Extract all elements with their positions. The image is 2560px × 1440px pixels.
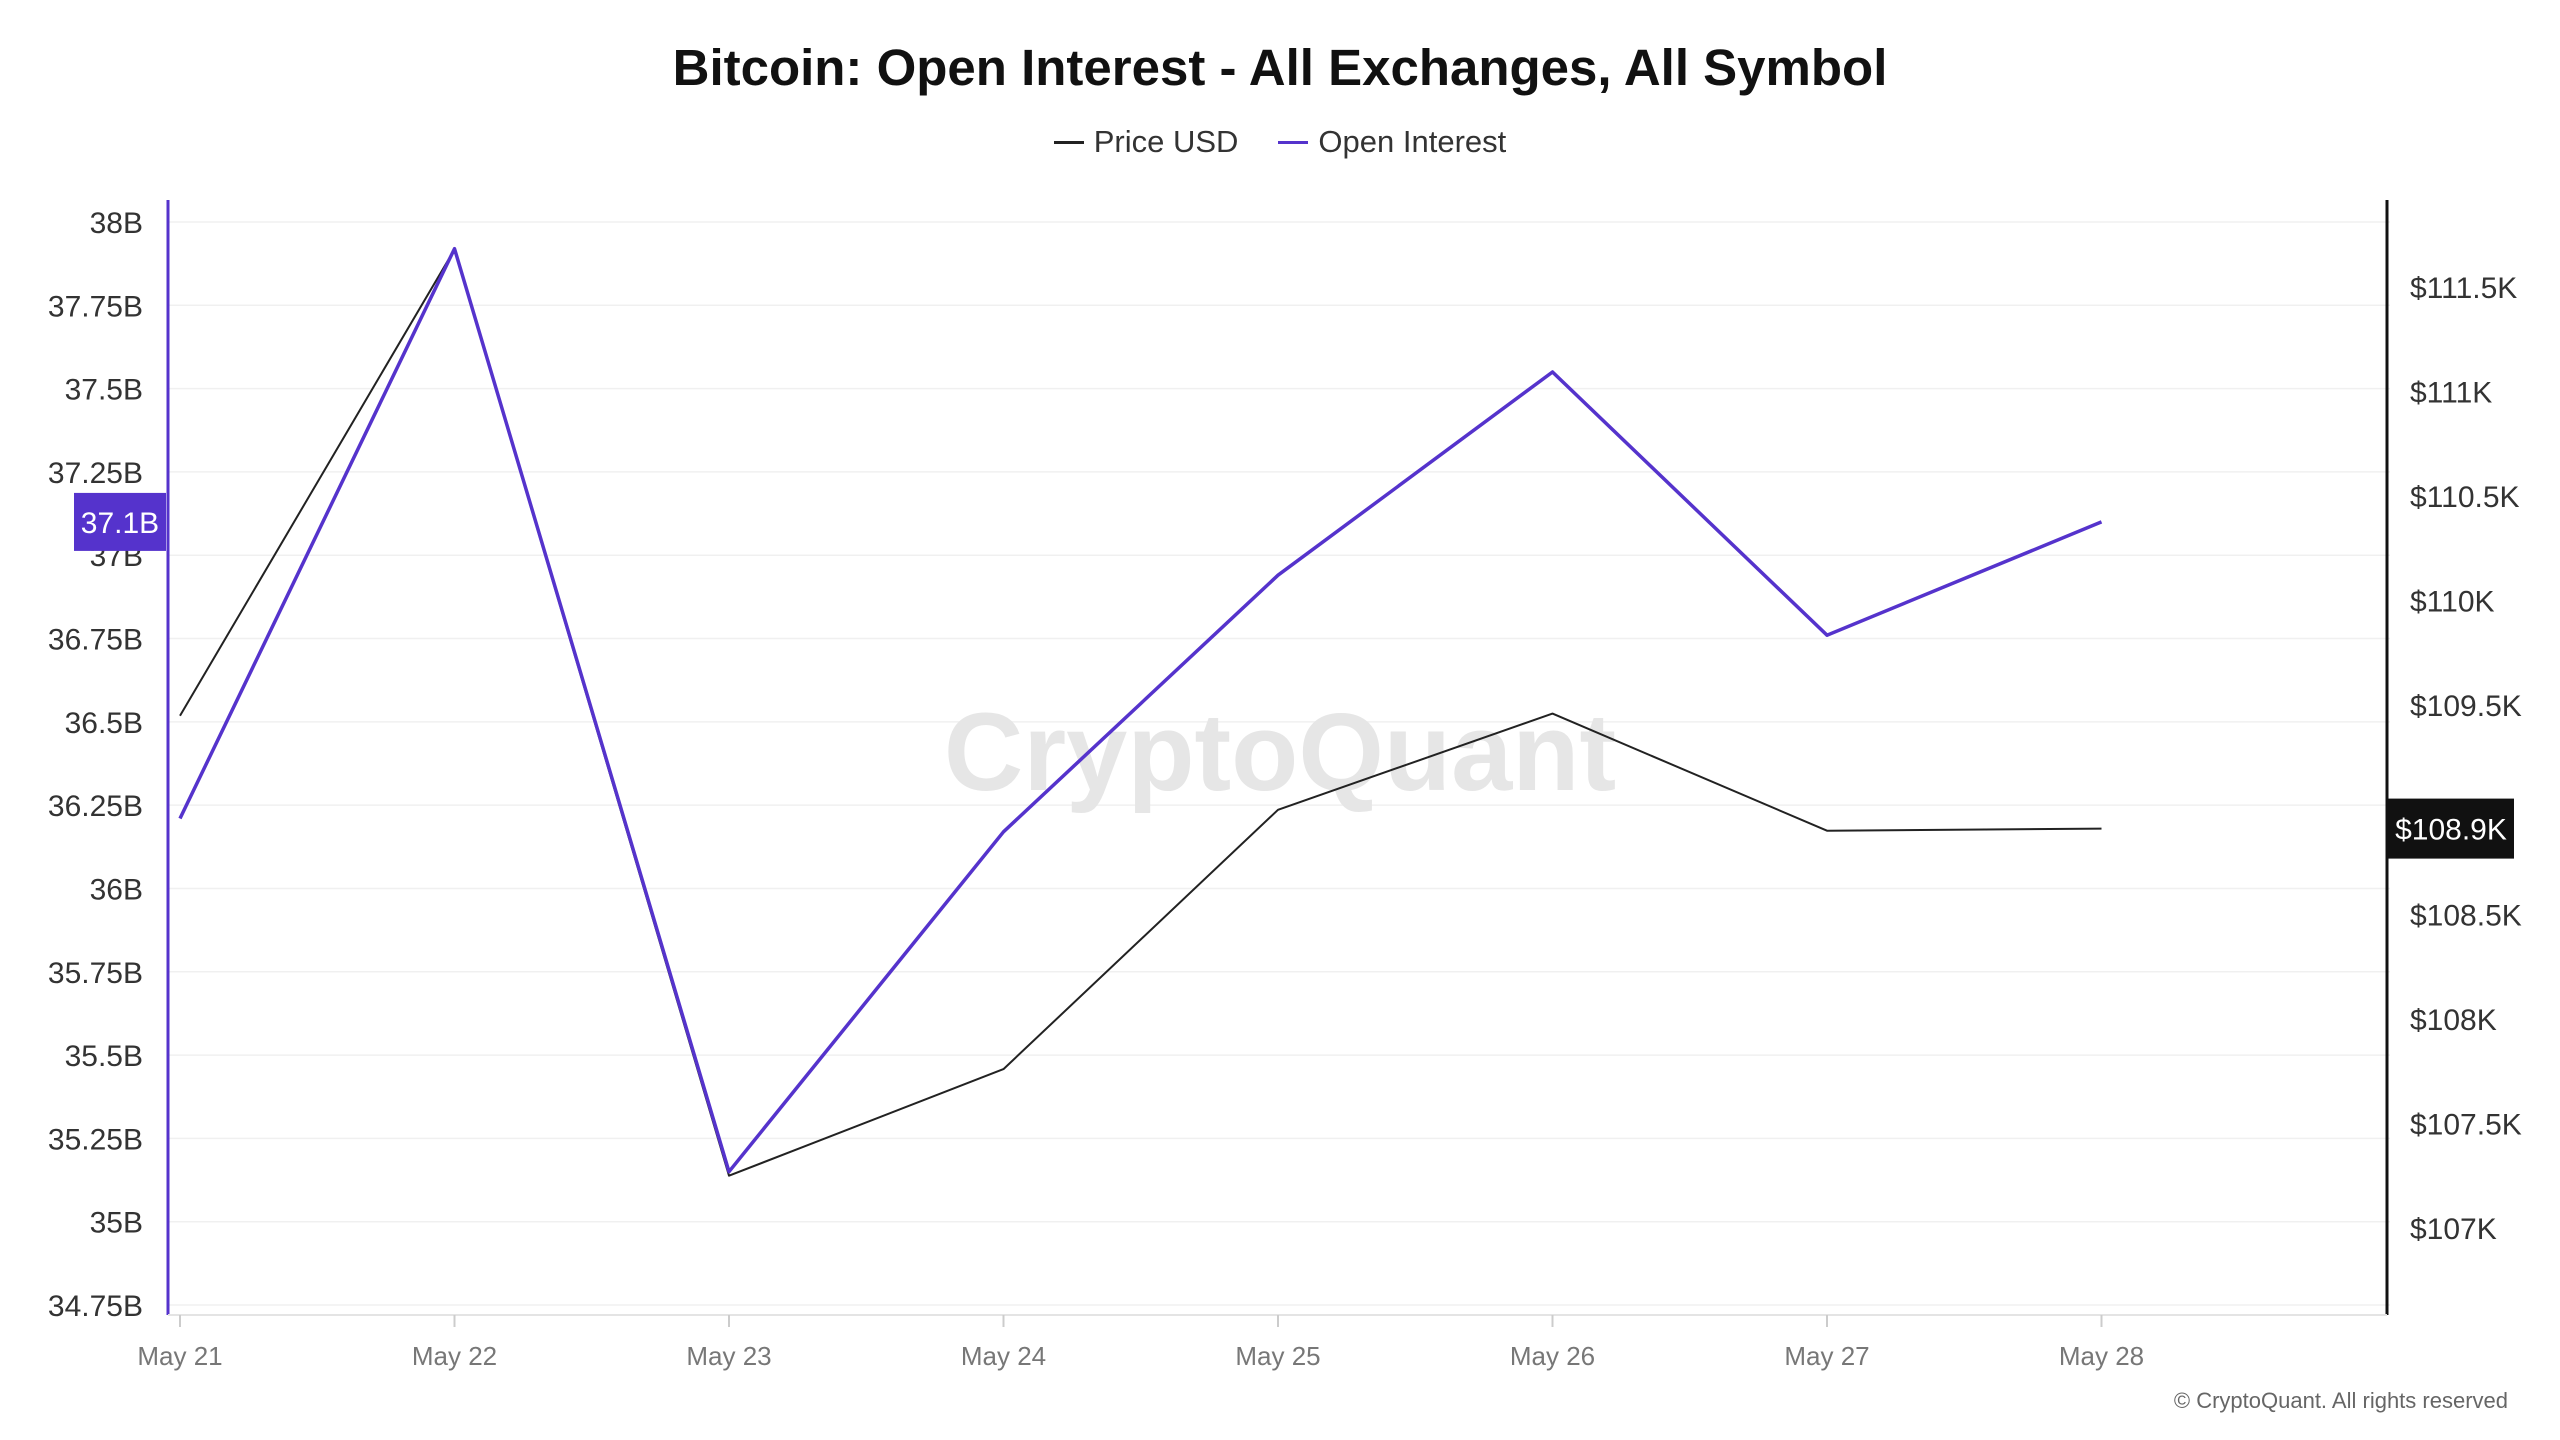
right-tick-label: $108K xyxy=(2410,1004,2497,1037)
x-tick-label: May 21 xyxy=(137,1341,222,1371)
x-tick-label: May 25 xyxy=(1235,1341,1320,1371)
legend-label-open-interest: Open Interest xyxy=(1318,124,1507,159)
left-tick-label: 37.25B xyxy=(48,457,143,490)
right-tick-label: $108.5K xyxy=(2410,899,2522,932)
legend-swatch-price xyxy=(1053,140,1084,144)
left-tick-label: 35.25B xyxy=(48,1123,143,1156)
left-tick-label: 35.5B xyxy=(65,1040,143,1073)
left-tick-label: 35.75B xyxy=(48,957,143,990)
right-axis-ticks: $107K$107.5K$108K$108.5K$109K$109.5K$110… xyxy=(2410,272,2522,1246)
right-current-value-label: $108.9K xyxy=(2395,814,2507,847)
series-lines xyxy=(178,246,2103,1177)
left-tick-label: 36B xyxy=(90,873,143,906)
right-tick-label: $107K xyxy=(2410,1213,2497,1246)
legend-swatch-open-interest xyxy=(1278,140,1309,144)
left-tick-label: 37.75B xyxy=(48,290,143,323)
x-tick-label: May 22 xyxy=(412,1341,497,1371)
right-tick-label: $110.5K xyxy=(2410,481,2520,514)
legend: Price USD Open Interest xyxy=(0,124,2560,160)
series-line-open-interest[interactable] xyxy=(178,246,2103,1174)
left-axis-ticks: 34.75B 35B 35.25B 35.5B 35.75B 36B 36.25B 36.5B… xyxy=(48,207,143,1323)
x-tick-label: May 27 xyxy=(1784,1341,1869,1371)
x-tick-label: May 23 xyxy=(686,1341,771,1371)
right-tick-label: $107.5K xyxy=(2410,1108,2522,1141)
left-tick-label: 37.5B xyxy=(65,374,143,407)
x-tick-label: May 24 xyxy=(961,1341,1046,1371)
copyright: © CryptoQuant. All rights reserved xyxy=(2173,1388,2508,1413)
legend-item-open-interest[interactable]: Open Interest xyxy=(1278,124,1506,160)
left-current-value-badge xyxy=(74,492,166,551)
left-tick-label: 36.25B xyxy=(48,790,143,823)
chart-title: Bitcoin: Open Interest - All Exchanges, … xyxy=(672,39,1888,96)
legend-label-price: Price USD xyxy=(1093,124,1239,159)
watermark: CryptoQuant xyxy=(944,691,1616,814)
left-tick-label: 38B xyxy=(90,207,143,240)
x-tick-label: May 26 xyxy=(1510,1341,1595,1371)
right-tick-label: $110K xyxy=(2410,586,2495,619)
x-tick-label: May 28 xyxy=(2059,1341,2144,1371)
left-tick-label: 35B xyxy=(90,1207,143,1240)
current-value-badges: 37.1B $108.9K xyxy=(74,492,2514,859)
left-tick-label: 36.5B xyxy=(65,707,143,740)
left-current-value-label: 37.1B xyxy=(81,507,159,540)
left-tick-label: 36.75B xyxy=(48,624,143,657)
x-axis-ticks: May 21 May 22 May 23 May 24 May 25 May 26 May … xyxy=(137,1315,2144,1371)
right-current-value-badge xyxy=(2388,798,2514,859)
left-tick-label: 34.75B xyxy=(48,1290,143,1323)
right-tick-label: $111.5K xyxy=(2410,272,2517,305)
right-tick-label: $111K xyxy=(2410,377,2492,410)
right-tick-label: $109.5K xyxy=(2410,690,2522,723)
legend-item-price[interactable]: Price USD xyxy=(1053,124,1239,160)
grid-lines xyxy=(168,221,2390,1306)
